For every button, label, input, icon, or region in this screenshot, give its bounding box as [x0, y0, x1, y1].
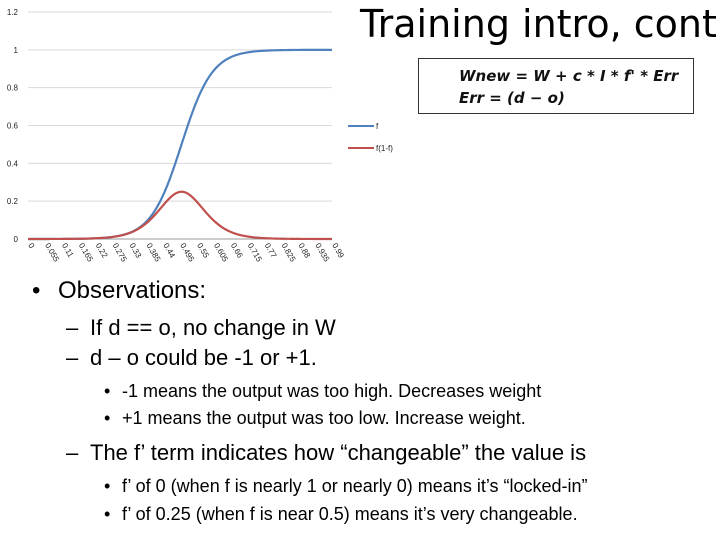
x-tick-label: 0.77	[263, 242, 279, 260]
x-tick-label: 0.715	[246, 242, 264, 264]
bullet-observations: • Observations:	[32, 276, 206, 306]
x-tick-label: 0.88	[296, 242, 312, 260]
x-tick-label: 0.33	[128, 242, 144, 260]
chart-svg: 0 0.2 0.4 0.6 0.8 1 1.2 0 0.055 0.11 0.165 0.22 0.27…	[7, 8, 393, 264]
bullet-locked-in: • f’ of 0 (when f is nearly 1 or nearly 0…	[104, 474, 588, 498]
x-tick-label: 0.385	[144, 242, 162, 264]
bullet-text: d – o could be -1 or +1.	[90, 345, 317, 370]
y-tick-label: 1	[14, 46, 19, 55]
bullet-mark: •	[32, 277, 41, 304]
bullet-mark: •	[104, 381, 111, 401]
bullet-text: f’ of 0.25 (when f is near 0.5) means it…	[122, 504, 578, 524]
x-tick-label: 0.825	[280, 242, 298, 264]
y-tick-label: 0.2	[7, 197, 19, 206]
bullet-mark: –	[66, 440, 79, 465]
bullet-mark: •	[104, 504, 111, 524]
x-tick-label: 0.605	[212, 242, 230, 264]
bullet-text: Observations:	[58, 277, 207, 304]
bullet-mark: •	[104, 408, 111, 428]
legend-label: f	[376, 122, 379, 131]
x-tick-label: 0.55	[195, 242, 211, 260]
bullet-text: The f’ term indicates how “changeable” t…	[90, 440, 587, 465]
bullet-d-minus-o: – d – o could be -1 or +1.	[66, 344, 317, 372]
series-f-times-one-minus-f-line	[28, 190, 332, 241]
x-tick-label: 0.44	[161, 242, 177, 260]
bullet-text: +1 means the output was too low. Increas…	[122, 408, 526, 428]
x-tick-label: 0.935	[313, 242, 331, 264]
weight-update-formula: Wnew = W + c * I * f' * Err	[459, 67, 679, 85]
bullet-plus-one: • +1 means the output was too low. Increa…	[104, 406, 526, 430]
y-tick-label: 0.4	[7, 159, 19, 168]
x-tick-label: 0.99	[330, 242, 346, 260]
x-tick-label: 0.22	[94, 242, 110, 260]
y-tick-label: 0	[14, 235, 19, 244]
y-tick-label: 0.8	[7, 84, 19, 93]
sigmoid-chart: 0 0.2 0.4 0.6 0.8 1 1.2 0 0.055 0.11 0.165 0.22 0.27…	[0, 0, 420, 285]
x-tick-label: 0.275	[111, 242, 129, 264]
slide-title: Training intro, cont.	[360, 2, 720, 46]
x-tick-label: 0.495	[178, 242, 196, 264]
bullet-minus-one: • -1 means the output was too high. Decre…	[104, 379, 541, 403]
bullet-text: If d == o, no change in W	[90, 315, 336, 340]
bullet-text: f’ of 0 (when f is nearly 1 or nearly 0)…	[122, 476, 588, 496]
x-tick-label: 0.66	[229, 242, 245, 260]
y-tick-label: 1.2	[7, 8, 19, 17]
legend-label: f(1-f)	[376, 144, 393, 153]
x-tick-label: 0.055	[43, 242, 61, 264]
x-tick-label: 0.11	[60, 242, 76, 260]
bullet-changeable: • f’ of 0.25 (when f is near 0.5) means i…	[104, 502, 578, 526]
bullet-mark: •	[104, 476, 111, 496]
x-tick-label: 0.165	[77, 242, 95, 264]
bullet-mark: –	[66, 315, 79, 340]
series-f-line	[28, 48, 333, 241]
bullet-mark: –	[66, 345, 79, 370]
bullet-no-change: – If d == o, no change in W	[66, 314, 336, 342]
bullet-f-prime-term: – The f’ term indicates how “changeable” …	[66, 439, 586, 467]
y-tick-label: 0.6	[7, 122, 19, 131]
error-formula: Err = (d − o)	[459, 89, 565, 107]
formula-box: Wnew = W + c * I * f' * Err Err = (d − o…	[418, 58, 694, 114]
bullet-text: -1 means the output was too high. Decrea…	[122, 381, 542, 401]
x-tick-label: 0	[26, 242, 36, 251]
